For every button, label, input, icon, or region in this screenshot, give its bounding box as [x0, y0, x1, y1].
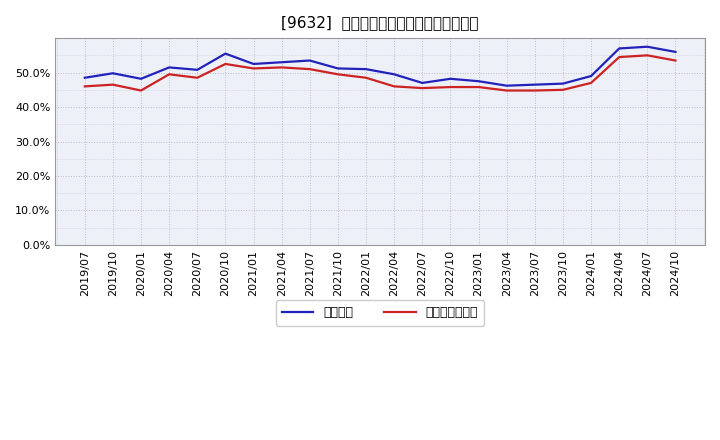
固定比率	[81, 75, 89, 81]
固定比率	[277, 59, 286, 65]
固定比率	[503, 83, 511, 88]
固定比率	[587, 73, 595, 79]
固定長期適合率	[418, 85, 427, 91]
固定比率	[474, 79, 483, 84]
固定比率	[193, 67, 202, 73]
Title: [9632]  固定比率、固定長期適合率の推移: [9632] 固定比率、固定長期適合率の推移	[282, 15, 479, 30]
固定比率	[165, 65, 174, 70]
固定長期適合率	[446, 84, 455, 90]
固定比率	[109, 71, 117, 76]
固定比率	[361, 66, 370, 72]
固定比率	[531, 82, 539, 87]
固定比率	[446, 76, 455, 81]
固定比率	[333, 66, 342, 71]
固定比率	[559, 81, 567, 86]
固定長期適合率	[333, 72, 342, 77]
固定長期適合率	[277, 65, 286, 70]
固定長期適合率	[531, 88, 539, 93]
固定長期適合率	[559, 87, 567, 92]
固定長期適合率	[165, 72, 174, 77]
固定長期適合率	[643, 53, 652, 58]
固定比率	[418, 80, 427, 85]
固定長期適合率	[305, 66, 314, 72]
Legend: 固定比率, 固定長期適合率: 固定比率, 固定長期適合率	[276, 300, 485, 326]
固定長期適合率	[221, 61, 230, 66]
固定長期適合率	[81, 84, 89, 89]
固定長期適合率	[390, 84, 398, 89]
固定長期適合率	[193, 75, 202, 81]
固定比率	[671, 49, 680, 55]
固定比率	[390, 72, 398, 77]
Line: 固定長期適合率: 固定長期適合率	[85, 55, 675, 91]
固定比率	[643, 44, 652, 49]
固定比率	[137, 76, 145, 81]
固定長期適合率	[671, 58, 680, 63]
固定長期適合率	[615, 55, 624, 60]
固定比率	[305, 58, 314, 63]
固定長期適合率	[474, 84, 483, 90]
固定長期適合率	[249, 66, 258, 71]
固定比率	[615, 46, 624, 51]
固定長期適合率	[587, 80, 595, 85]
固定比率	[249, 61, 258, 66]
Line: 固定比率: 固定比率	[85, 47, 675, 86]
固定長期適合率	[109, 82, 117, 87]
固定長期適合率	[137, 88, 145, 93]
固定長期適合率	[503, 88, 511, 93]
固定比率	[221, 51, 230, 56]
固定長期適合率	[361, 75, 370, 81]
